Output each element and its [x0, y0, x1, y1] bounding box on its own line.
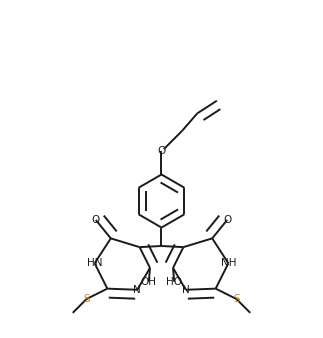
- Text: OH: OH: [141, 277, 157, 287]
- Text: O: O: [92, 215, 100, 225]
- Text: S: S: [83, 294, 90, 304]
- Text: HN: HN: [87, 258, 102, 268]
- Text: S: S: [233, 294, 240, 304]
- Text: O: O: [157, 146, 166, 156]
- Text: N: N: [182, 285, 190, 295]
- Text: HO: HO: [166, 277, 182, 287]
- Text: O: O: [223, 215, 231, 225]
- Text: N: N: [133, 285, 141, 295]
- Text: NH: NH: [221, 258, 236, 268]
